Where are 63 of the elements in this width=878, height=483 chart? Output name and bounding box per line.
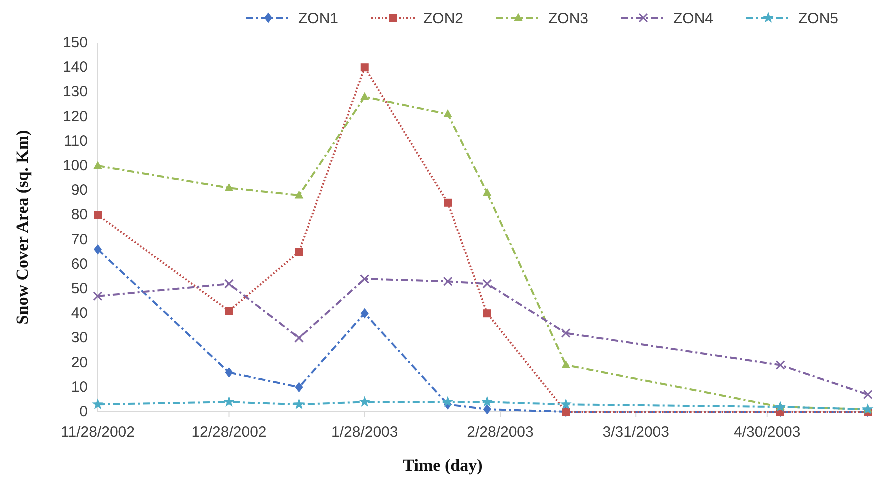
y-tick-label: 100 [62,158,88,174]
point [294,333,304,343]
point [483,310,492,318]
legend-label: ZON3 [548,10,589,28]
legend-label: ZON4 [674,10,714,28]
point [360,64,369,72]
x-axis-title: Time (day) [403,456,483,475]
point [560,398,572,410]
point [294,190,304,199]
point [562,360,571,368]
point [482,279,492,289]
y-tick-label: 60 [71,256,88,273]
y-tick-label: 120 [62,108,88,126]
point [482,188,492,196]
y-tick-label: 40 [71,305,88,322]
point [224,279,234,289]
y-tick-label: 110 [64,132,88,150]
y-tick-label: 130 [62,84,88,101]
point [359,396,371,408]
point [444,198,452,207]
point [863,390,873,400]
point [94,161,102,170]
legend-label: ZON1 [298,10,339,28]
y-axis-title: Snow Cover Area (sq. Km) [13,130,32,325]
y-tick-label: 140 [62,59,88,76]
legend-label: ZON5 [798,10,839,28]
y-tick-label: 150 [62,34,88,52]
point [360,92,370,100]
y-tick-label: 90 [71,182,88,200]
x-tick-label: 1/28/2003 [332,424,398,441]
point [295,382,304,393]
legend-label: ZON2 [424,10,464,28]
point [224,396,235,408]
point [225,307,234,316]
y-tick-label: 80 [71,206,88,224]
x-tick-label: 3/31/2003 [602,424,670,441]
x-tick-label: 11/28/2002 [61,424,135,441]
point [776,360,786,370]
y-tick-label: 70 [71,231,88,248]
point [482,396,494,408]
point [93,292,103,302]
point [92,398,104,410]
point [443,276,453,286]
point [295,248,304,256]
point [224,183,234,192]
point [444,110,452,118]
point [94,211,102,220]
x-tick-label: 2/28/2003 [467,424,534,441]
point [483,404,492,415]
point [360,274,370,284]
x-tick-label: 12/28/2002 [192,424,267,441]
y-tick-label: 30 [71,330,88,347]
point [294,398,305,410]
y-tick-label: 20 [71,354,88,372]
point [360,308,369,319]
y-tick-label: 10 [71,378,88,396]
point [561,328,571,338]
y-tick-label: 50 [71,280,88,298]
point [225,367,234,378]
point [442,396,454,408]
x-tick-label: 4/30/2003 [734,424,801,441]
point [94,244,102,255]
y-tick-label: 0 [80,404,88,420]
